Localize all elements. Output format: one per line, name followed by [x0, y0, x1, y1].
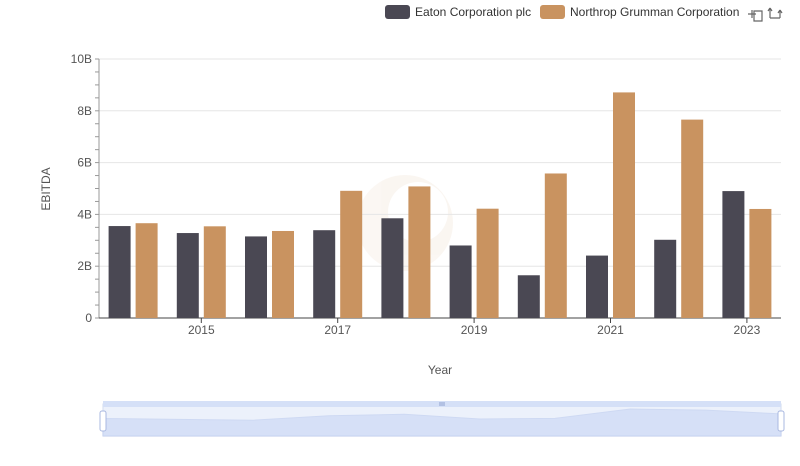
bar-series-2-2014[interactable] [135, 223, 158, 318]
y-axis-title: EBITDA [39, 167, 53, 210]
slider-right-handle[interactable] [777, 410, 785, 432]
bar-series-1-2015[interactable] [176, 233, 199, 318]
slider-left-handle[interactable] [99, 410, 107, 432]
data-zoom-slider[interactable] [99, 401, 785, 437]
legend[interactable]: Eaton Corporation plc Northrop Grumman Co… [385, 5, 739, 19]
bar-series-1-2019[interactable] [449, 245, 472, 318]
restore-icon[interactable] [767, 7, 783, 19]
bar-series-2-2019[interactable] [476, 208, 499, 318]
bar-series-2-2020[interactable] [544, 173, 567, 318]
zoom-area-icon[interactable] [748, 10, 763, 22]
x-axis-title: Year [428, 363, 452, 377]
bar-series-1-2021[interactable] [586, 255, 608, 318]
y-axis: 0 2B 4B 6B 8B 10B [71, 52, 100, 325]
bar-series-1-2018[interactable] [381, 218, 404, 318]
bar-series-2-2021[interactable] [613, 92, 635, 318]
axis-titles: EBITDA Year [39, 167, 452, 377]
legend-label: Northrop Grumman Corporation [570, 5, 739, 19]
y-tick-label: 0 [85, 311, 92, 325]
y-tick-label: 2B [77, 259, 92, 273]
bar-series-1-2016[interactable] [245, 236, 267, 318]
bar-series-1-2023[interactable] [722, 191, 745, 318]
bar-series-1-2020[interactable] [517, 275, 540, 318]
slider-move-icon[interactable] [439, 402, 445, 406]
bar-series-2-2023[interactable] [749, 208, 772, 318]
y-tick-label: 10B [71, 52, 92, 66]
bar-series-1-2017[interactable] [313, 230, 336, 318]
x-tick-label: 2023 [734, 323, 761, 337]
bars [108, 92, 772, 318]
y-tick-label: 4B [77, 207, 92, 221]
watermark-logo [357, 175, 453, 271]
x-tick-label: 2017 [324, 323, 351, 337]
x-tick-label: 2019 [461, 323, 488, 337]
legend-item-2[interactable]: Northrop Grumman Corporation [540, 5, 739, 19]
bar-series-2-2018[interactable] [408, 186, 431, 318]
y-tick-label: 8B [77, 104, 92, 118]
bar-series-1-2022[interactable] [654, 239, 677, 318]
y-tick-label: 6B [77, 156, 92, 170]
bar-series-1-2014[interactable] [108, 226, 131, 318]
legend-swatch [385, 5, 410, 19]
legend-item-1[interactable]: Eaton Corporation plc [385, 5, 531, 19]
bar-series-2-2016[interactable] [272, 230, 294, 318]
bar-series-2-2022[interactable] [681, 119, 704, 318]
slider-selection[interactable] [103, 404, 781, 436]
x-tick-label: 2021 [597, 323, 624, 337]
bar-series-2-2015[interactable] [203, 226, 226, 318]
x-tick-label: 2015 [188, 323, 215, 337]
legend-label: Eaton Corporation plc [415, 5, 531, 19]
bar-series-2-2017[interactable] [340, 190, 363, 318]
toolbox[interactable] [748, 7, 783, 22]
x-axis: 2015 2017 2019 2021 2023 [99, 317, 781, 337]
legend-swatch [540, 5, 565, 19]
